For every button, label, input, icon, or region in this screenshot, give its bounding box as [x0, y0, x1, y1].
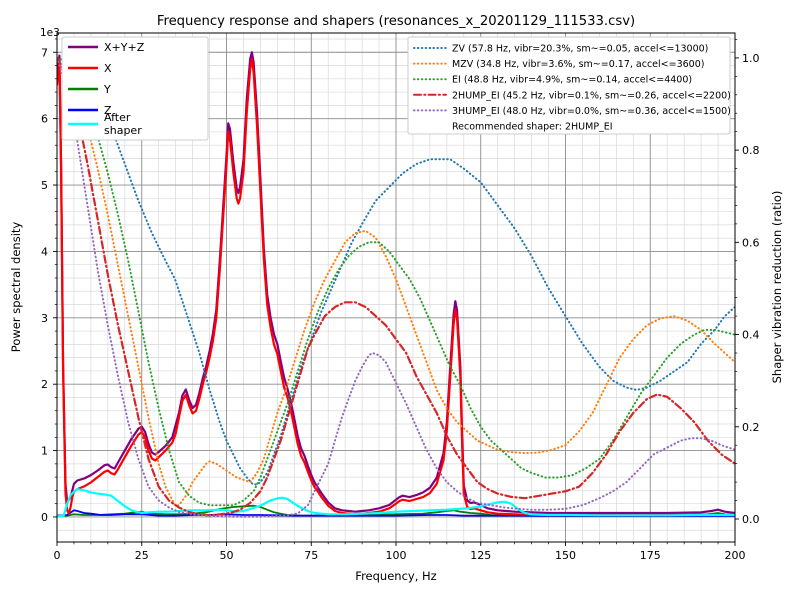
legend-label: shaper: [104, 124, 142, 137]
legend-label: After: [104, 111, 131, 124]
chart-title: Frequency response and shapers (resonanc…: [157, 14, 635, 29]
legend-label: X: [104, 62, 112, 75]
legend-item-2hump-ei: 2HUMP_EI (45.2 Hz, vibr=0.1%, sm~=0.26, …: [413, 90, 731, 101]
tick-label: 0.0: [742, 513, 760, 526]
series-lines: [57, 51, 735, 518]
legend-item-x: X: [68, 62, 112, 75]
tick-label: 175: [640, 549, 661, 562]
tick-label: 50: [220, 549, 234, 562]
legend-label: MZV (34.8 Hz, vibr=3.6%, sm~=0.17, accel…: [452, 59, 704, 70]
tick-label: 0: [54, 549, 61, 562]
legend-label: Z: [104, 104, 112, 117]
y-axis-label-right: Shaper vibration reduction (ratio): [770, 191, 784, 384]
legend-item-recommended: Recommended shaper: 2HUMP_EI: [452, 122, 613, 133]
tick-label: 6: [41, 113, 48, 126]
x-axis-label: Frequency, Hz: [355, 569, 436, 583]
tick-labels: 0 25 50 75 100 125 150 175 200 0 1 2 3 4 5 6 7 0.0 0.2 0.4 0…: [41, 46, 760, 562]
legend-item-y: Y: [68, 83, 111, 96]
tick-label: 75: [304, 549, 318, 562]
legend-label: 2HUMP_EI (45.2 Hz, vibr=0.1%, sm~=0.26, …: [452, 90, 731, 101]
tick-label: 0.2: [742, 421, 760, 434]
legend-shapers-box: [407, 36, 731, 135]
tick-label: 0.8: [742, 144, 760, 157]
tick-label: 150: [555, 549, 576, 562]
tick-label: 125: [470, 549, 491, 562]
y-axis-label-left: Power spectral density: [9, 222, 23, 353]
series-line-mzv: [57, 56, 735, 507]
tick-label: 0.6: [742, 236, 760, 249]
tick-label: 1: [41, 445, 48, 458]
legend-item-ei: EI (48.8 Hz, vibr=4.9%, sm~=0.14, accel<…: [413, 75, 692, 86]
legend-label: Y: [103, 83, 111, 96]
tick-label: 2: [41, 378, 48, 391]
legend-item-z: Z: [68, 104, 112, 117]
tick-label: 0.4: [742, 329, 760, 342]
tick-label: 100: [386, 549, 407, 562]
tick-label: 25: [135, 549, 149, 562]
tick-label: 200: [725, 549, 746, 562]
tick-label: 0: [41, 511, 48, 524]
legend-item-zv: ZV (57.8 Hz, vibr=20.3%, sm~=0.05, accel…: [413, 44, 708, 55]
legend-label: ZV (57.8 Hz, vibr=20.3%, sm~=0.05, accel…: [452, 44, 708, 55]
legend-shapers: ZV (57.8 Hz, vibr=20.3%, sm~=0.05, accel…: [407, 36, 731, 135]
series-line-ei: [57, 56, 735, 507]
legend-item-3hump-ei: 3HUMP_EI (48.0 Hz, vibr=0.0%, sm~=0.36, …: [413, 106, 731, 117]
legend-item-mzv: MZV (34.8 Hz, vibr=3.6%, sm~=0.17, accel…: [413, 59, 704, 70]
legend-label: Recommended shaper: 2HUMP_EI: [452, 122, 613, 133]
y-axis-offset-label: 1e3: [40, 27, 60, 39]
tick-label: 4: [41, 245, 48, 258]
series-line-zv: [57, 56, 735, 486]
legend-item-x-y-z: X+Y+Z: [68, 41, 145, 54]
tick-label: 3: [41, 312, 48, 325]
tick-label: 7: [41, 46, 48, 59]
legend-psd-box: [61, 36, 209, 141]
legend-label: EI (48.8 Hz, vibr=4.9%, sm~=0.14, accel<…: [452, 75, 692, 86]
tick-label: 5: [41, 179, 48, 192]
series-line-after-shaper: [57, 488, 735, 518]
axis-ticks: [53, 38, 739, 546]
series-line-x: [57, 57, 735, 517]
legend-label: 3HUMP_EI (48.0 Hz, vibr=0.0%, sm~=0.36, …: [452, 106, 731, 117]
legend-label: X+Y+Z: [104, 41, 145, 54]
tick-label: 1.0: [742, 52, 760, 65]
series-line-3hump-ei: [57, 56, 735, 518]
series-line-2hump-ei: [57, 56, 735, 517]
